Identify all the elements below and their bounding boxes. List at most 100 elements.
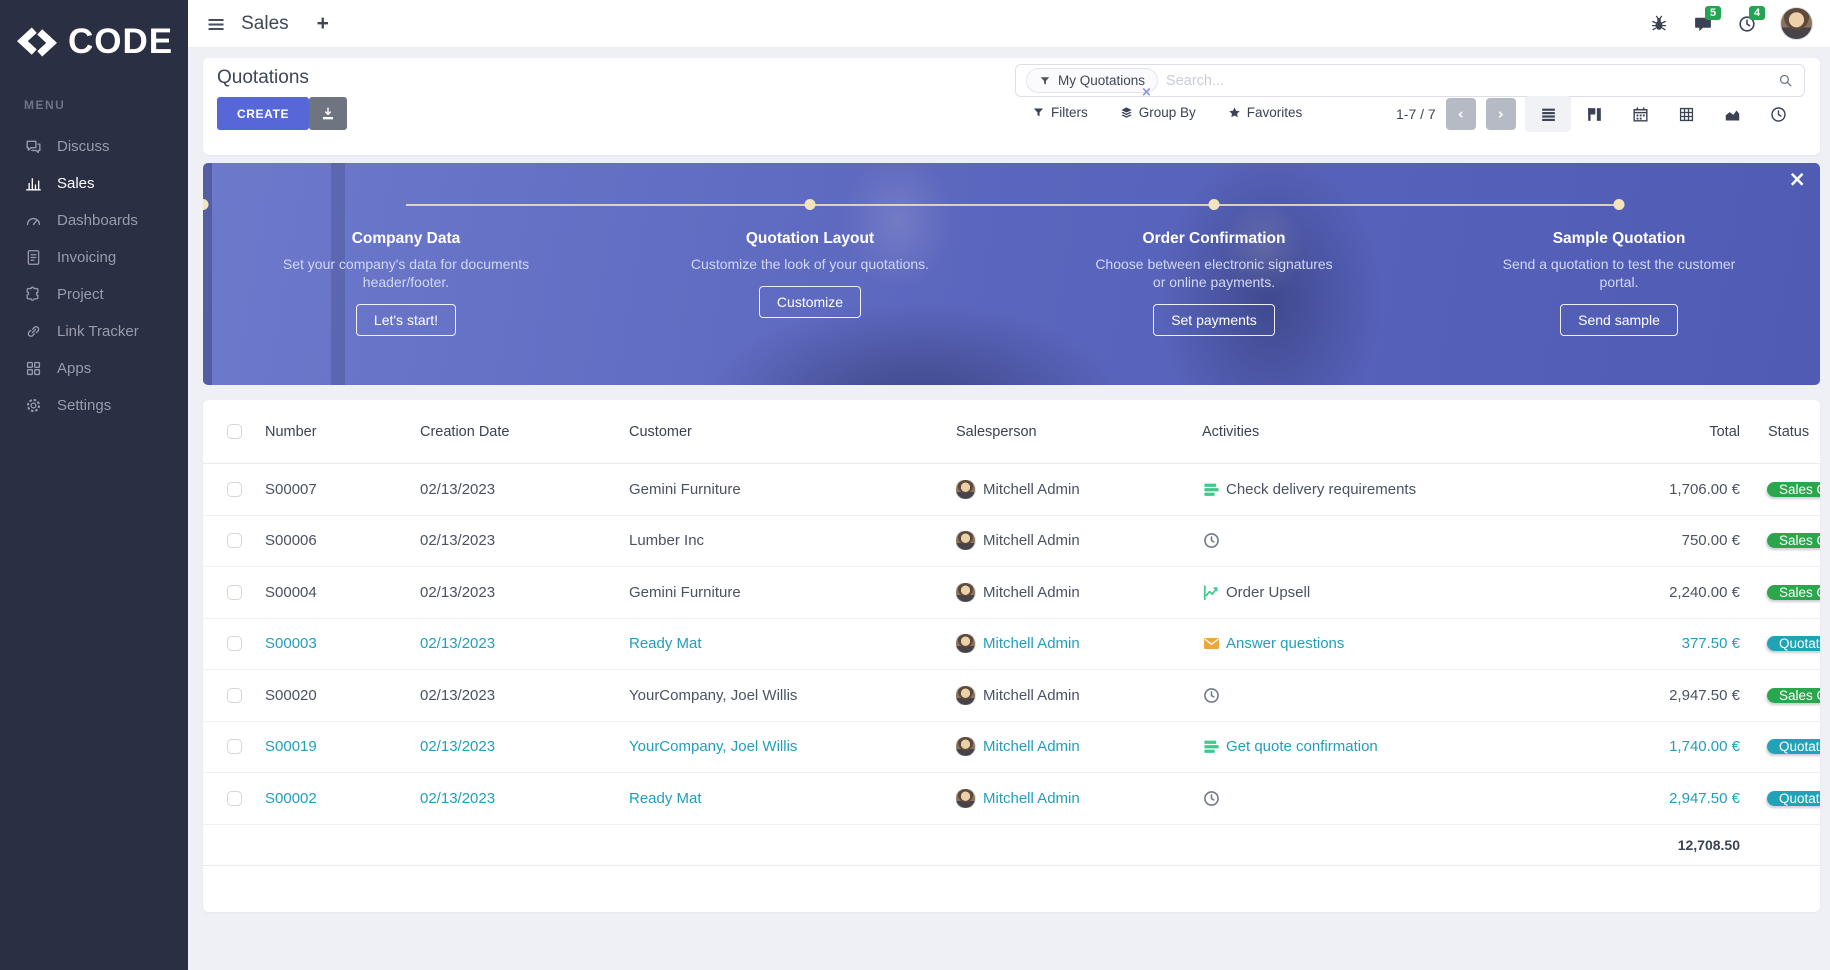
column-header-total[interactable]: Total (1709, 423, 1740, 440)
salesperson-avatar (956, 685, 975, 705)
select-all-checkbox[interactable] (226, 424, 242, 439)
sidebar-item[interactable]: Link Tracker (0, 313, 188, 350)
activity-cell[interactable] (1202, 789, 1540, 808)
user-avatar[interactable] (1781, 8, 1812, 39)
filters-label: Filters (1051, 105, 1088, 120)
activity-cell[interactable]: Get quote confirmation (1202, 737, 1540, 756)
hamburger-icon[interactable]: ≡ (206, 9, 227, 38)
sidebar-item[interactable]: Apps (0, 350, 188, 387)
debug-bug-icon[interactable] (1649, 14, 1669, 34)
sidebar: CODE MENU Discuss Sales Dashboards Invoi… (0, 0, 188, 970)
table-row[interactable]: S00004 02/13/2023 Gemini Furniture Mitch… (203, 567, 1820, 619)
sidebar-item[interactable]: Project (0, 276, 188, 313)
sidebar-menu: Discuss Sales Dashboards Invoicing Proje… (0, 128, 188, 424)
app-logo[interactable]: CODE (0, 0, 188, 62)
timeline-dot (203, 199, 209, 210)
row-checkbox[interactable] (226, 790, 242, 806)
salesperson-name: Mitchell Admin (983, 532, 1080, 550)
onboarding-step: Quotation Layout Customize the look of y… (660, 230, 960, 319)
table-row[interactable]: S00020 02/13/2023 YourCompany, Joel Will… (203, 670, 1820, 722)
banner-close-icon[interactable]: × (1788, 167, 1806, 191)
column-header-status[interactable]: Status (1768, 423, 1810, 440)
view-pivot-button[interactable] (1663, 96, 1709, 132)
filter-funnel-icon (1032, 106, 1045, 119)
row-checkbox[interactable] (226, 533, 242, 549)
group-by-button[interactable]: Group By (1120, 105, 1196, 120)
search-input[interactable] (1166, 72, 1769, 89)
salesperson-avatar (956, 634, 975, 654)
activity-cell[interactable]: Check delivery requirements (1202, 480, 1540, 499)
row-checkbox[interactable] (226, 636, 242, 652)
pager-next-button[interactable]: › (1485, 98, 1516, 130)
quotation-number: S00020 (265, 686, 317, 704)
salesperson-cell: Mitchell Admin (956, 582, 1202, 602)
pager-previous-button[interactable]: ‹ (1445, 98, 1476, 130)
quotation-number: S00004 (265, 583, 317, 601)
sidebar-item[interactable]: Discuss (0, 128, 188, 165)
sidebar-item[interactable]: Dashboards (0, 202, 188, 239)
activities-clock-icon[interactable]: 4 (1737, 5, 1766, 34)
filters-button[interactable]: Filters (1032, 105, 1088, 120)
quotation-number: S00003 (265, 635, 317, 653)
search-facet[interactable]: My Quotations (1026, 68, 1159, 93)
column-header-activities[interactable]: Activities (1202, 423, 1260, 440)
timeline-dot (1208, 199, 1220, 210)
facet-remove-icon[interactable]: × (1141, 85, 1152, 100)
messages-icon[interactable]: 5 (1693, 5, 1722, 34)
salesperson-name: Mitchell Admin (983, 583, 1080, 601)
step-action-button[interactable]: Let's start! (355, 304, 457, 337)
total-amount: 2,947.50 € (1669, 686, 1740, 704)
view-calendar-button[interactable] (1617, 96, 1663, 132)
activity-cell[interactable]: Order Upsell (1202, 583, 1540, 602)
activity-cell[interactable] (1202, 531, 1540, 550)
dashboards-icon (24, 211, 43, 230)
row-checkbox[interactable] (226, 739, 242, 755)
sidebar-item[interactable]: Sales (0, 165, 188, 202)
row-checkbox[interactable] (226, 584, 242, 600)
activity-cell[interactable] (1202, 686, 1540, 705)
status-badge: Sales Order (1767, 687, 1820, 703)
onboarding-step: Order Confirmation Choose between electr… (1064, 230, 1364, 337)
favorites-button[interactable]: Favorites (1228, 105, 1302, 120)
salesperson-cell: Mitchell Admin (956, 788, 1202, 808)
table-row[interactable]: S00019 02/13/2023 YourCompany, Joel Will… (203, 722, 1820, 773)
table-sum-row: 12,708.50 (203, 825, 1820, 866)
activity-clock-icon (1202, 789, 1221, 808)
view-activity-button[interactable] (1755, 96, 1801, 132)
step-action-button[interactable]: Set payments (1153, 304, 1275, 337)
view-list-button[interactable] (1525, 96, 1571, 132)
salesperson-avatar (956, 479, 975, 499)
sidebar-item[interactable]: Invoicing (0, 239, 188, 276)
view-graph-button[interactable] (1709, 96, 1755, 132)
table-row[interactable]: S00003 02/13/2023 Ready Mat Mitchell Adm… (203, 619, 1820, 670)
salesperson-avatar (956, 788, 975, 808)
column-header-customer[interactable]: Customer (629, 423, 692, 440)
view-kanban-button[interactable] (1571, 96, 1617, 132)
table-row[interactable]: S00002 02/13/2023 Ready Mat Mitchell Adm… (203, 773, 1820, 825)
step-title: Order Confirmation (1142, 230, 1286, 247)
current-app-name[interactable]: Sales (241, 12, 289, 34)
quotation-number: S00006 (265, 532, 317, 550)
new-tab-button[interactable]: + (316, 11, 329, 35)
sidebar-item-label: Settings (57, 397, 112, 414)
page-title: Quotations (217, 67, 309, 88)
total-amount: 750.00 € (1681, 532, 1740, 550)
create-button[interactable]: CREATE (217, 97, 310, 130)
search-icon[interactable] (1777, 72, 1794, 89)
step-action-button[interactable]: Customize (758, 286, 862, 319)
table-row[interactable]: S00006 02/13/2023 Lumber Inc Mitchell Ad… (203, 516, 1820, 567)
sidebar-item[interactable]: Settings (0, 387, 188, 424)
column-header-creation-date[interactable]: Creation Date (420, 423, 510, 440)
row-checkbox[interactable] (226, 687, 242, 703)
table-row[interactable]: S00007 02/13/2023 Gemini Furniture Mitch… (203, 464, 1820, 516)
step-description: Set your company's data for documents he… (282, 256, 530, 291)
row-checkbox[interactable] (226, 481, 242, 497)
export-download-button[interactable] (309, 97, 347, 130)
control-panel: Quotations CREATE My Quotations × Filter… (203, 58, 1820, 155)
column-header-salesperson[interactable]: Salesperson (956, 423, 1037, 440)
total-sum: 12,708.50 (1677, 836, 1740, 853)
step-action-button[interactable]: Send sample (1560, 304, 1678, 337)
column-header-number[interactable]: Number (265, 423, 317, 440)
activity-cell[interactable]: Answer questions (1202, 634, 1540, 653)
step-description: Send a quotation to test the customer po… (1502, 256, 1736, 291)
